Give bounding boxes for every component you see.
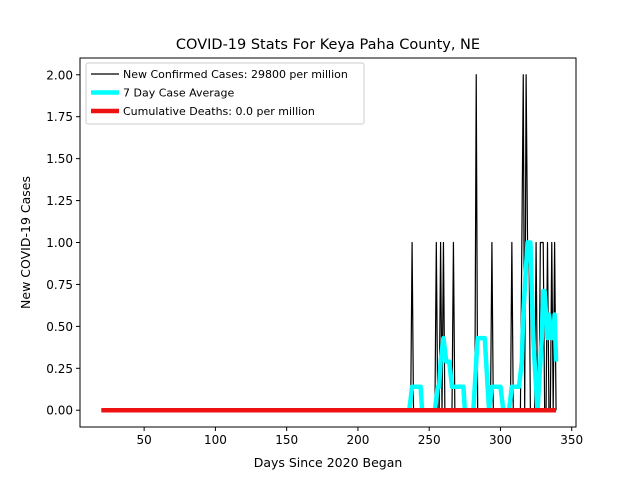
y-tick-label: 2.00 (46, 68, 73, 82)
series-layer (101, 74, 559, 413)
y-axis-label: New COVID-19 Cases (18, 176, 33, 309)
x-tick-label: 300 (489, 433, 512, 447)
legend-box (85, 62, 365, 125)
x-tick-label: 150 (275, 433, 298, 447)
y-tick-label: 1.75 (46, 110, 73, 124)
legend-label: Cumulative Deaths: 0.0 per million (123, 105, 315, 118)
x-tick-label: 100 (204, 433, 227, 447)
y-tick-label: 0.75 (46, 278, 73, 292)
y-tick-label: 0.25 (46, 362, 73, 376)
y-tick-label: 1.25 (46, 194, 73, 208)
y-tick-label: 0.00 (46, 404, 73, 418)
x-tick-label: 50 (136, 433, 151, 447)
x-axis-label: Days Since 2020 Began (254, 455, 403, 470)
x-tick-label: 200 (346, 433, 369, 447)
ticks-layer: 50 100 150 200 250 300 350 0.00 0.25 0.50 0.75 1.00… (46, 68, 583, 447)
y-tick-label: 0.50 (46, 320, 73, 334)
legend-label: 7 Day Case Average (123, 87, 235, 100)
legend: New Confirmed Cases: 29800 per million 7 … (85, 62, 365, 125)
series-line-2 (101, 240, 559, 413)
legend-label: New Confirmed Cases: 29800 per million (123, 68, 348, 81)
x-tick-label: 350 (560, 433, 583, 447)
y-tick-label: 1.50 (46, 152, 73, 166)
x-tick-label: 250 (418, 433, 441, 447)
chart-title: COVID-19 Stats For Keya Paha County, NE (176, 37, 480, 53)
y-tick-label: 1.00 (46, 236, 73, 250)
